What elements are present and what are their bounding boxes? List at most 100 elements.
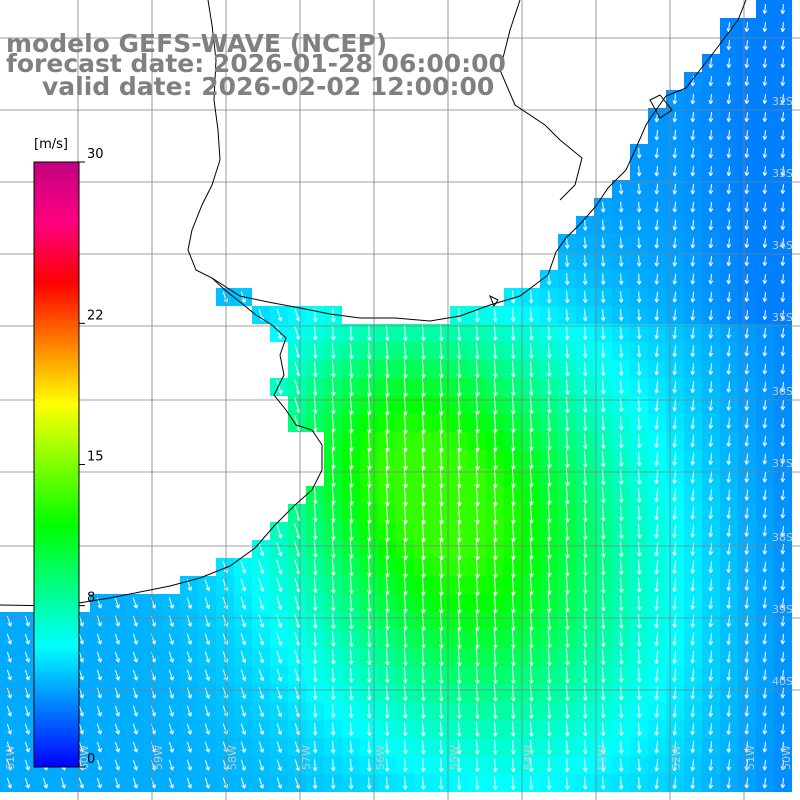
wind-arrow (762, 202, 768, 213)
wind-arrow (564, 326, 570, 341)
wind-arrow (258, 632, 265, 646)
wind-arrow (708, 201, 714, 213)
wind-arrow (6, 615, 12, 627)
wind-arrow (511, 666, 516, 684)
coastline-south-america (0, 0, 323, 607)
wind-arrow (474, 758, 480, 773)
wind-arrow (475, 611, 480, 632)
wind-arrow (258, 614, 265, 628)
wind-arrow (457, 611, 462, 632)
wind-arrow (708, 777, 714, 789)
wind-arrow (348, 704, 354, 719)
wind-arrow (744, 615, 750, 627)
wind-arrow (744, 669, 750, 681)
wind-arrow (564, 308, 570, 322)
wind-arrow (672, 704, 678, 718)
wind-arrow (636, 201, 642, 213)
wind-arrow (240, 596, 247, 610)
wind-arrow (600, 776, 606, 790)
wind-arrow (780, 328, 786, 339)
wind-arrow (636, 165, 642, 177)
wind-arrow (384, 685, 390, 701)
wind-arrow (654, 344, 660, 358)
wind-arrow (762, 453, 768, 465)
wind-arrow (96, 777, 102, 789)
wind-arrow (547, 575, 552, 595)
wind-arrow (313, 540, 318, 558)
wind-arrow (564, 273, 570, 286)
wind-arrow (690, 327, 696, 339)
wind-arrow (240, 741, 246, 753)
wind-arrow (331, 521, 336, 541)
wind-arrow (744, 40, 750, 51)
wind-arrow (510, 721, 516, 737)
wind-arrow (564, 414, 570, 432)
model-title: modelo GEFS-WAVE (NCEP) (6, 29, 387, 58)
wind-arrow (330, 343, 336, 359)
wind-arrow (492, 721, 498, 737)
wind-arrow (349, 576, 354, 595)
valid-date: valid date: 2026-02-02 12:00:00 (42, 72, 494, 101)
wind-arrow (403, 342, 408, 360)
wind-arrow (78, 633, 84, 645)
wind-arrow (276, 379, 283, 395)
wind-arrow (690, 777, 696, 790)
wind-arrow (312, 740, 318, 754)
wind-arrow (762, 597, 768, 609)
wind-arrow (402, 721, 408, 737)
longitude-label: 54W (522, 745, 535, 770)
wind-arrow (690, 686, 696, 700)
wind-arrow (330, 740, 336, 754)
wind-arrow (565, 594, 570, 613)
wind-arrow (600, 344, 606, 358)
wind-arrow (762, 363, 768, 375)
wind-arrow (672, 219, 678, 231)
wind-arrow (258, 542, 265, 556)
wind-arrow (744, 579, 750, 591)
wind-arrow (366, 758, 372, 772)
wind-arrow (600, 433, 606, 449)
wind-arrow (726, 525, 732, 537)
wind-arrow (636, 559, 642, 575)
wind-arrow (672, 722, 678, 736)
wind-arrow (258, 669, 265, 682)
wind-arrow (744, 561, 750, 573)
wind-arrow (654, 327, 660, 340)
wind-arrow (258, 687, 265, 700)
wind-arrow (96, 669, 102, 681)
wind-arrow (385, 557, 390, 578)
wind-arrow (582, 255, 588, 267)
wind-arrow (780, 417, 786, 429)
wind-arrow (114, 633, 120, 645)
wind-arrow (276, 741, 283, 753)
wind-arrow (762, 723, 768, 735)
wind-arrow (330, 360, 336, 378)
wind-arrow (6, 741, 12, 753)
wind-arrow (6, 705, 12, 717)
wind-arrow (744, 345, 750, 357)
wind-arrow (348, 649, 354, 665)
wind-arrow (780, 94, 786, 105)
wind-arrow (367, 594, 372, 613)
wind-arrow (618, 183, 624, 195)
wind-arrow (654, 255, 660, 267)
wind-arrow (780, 346, 786, 357)
wind-arrow (546, 343, 552, 359)
coastline (0, 0, 747, 607)
wind-arrow (744, 238, 750, 249)
wind-arrow (780, 597, 786, 609)
wind-arrow (331, 431, 336, 451)
wind-arrow (600, 451, 606, 468)
wind-arrow (672, 632, 677, 646)
wind-arrow (348, 631, 354, 648)
wind-arrow (672, 758, 678, 772)
wind-arrow (636, 686, 642, 701)
wind-arrow (744, 507, 750, 519)
wind-arrow (493, 647, 498, 667)
wind-arrow (475, 629, 480, 649)
wind-arrow (708, 435, 714, 448)
longitude-label: 59W (152, 745, 165, 770)
wind-arrow (636, 451, 642, 467)
wind-arrow (312, 704, 318, 718)
latitude-label: 32S (772, 95, 793, 108)
